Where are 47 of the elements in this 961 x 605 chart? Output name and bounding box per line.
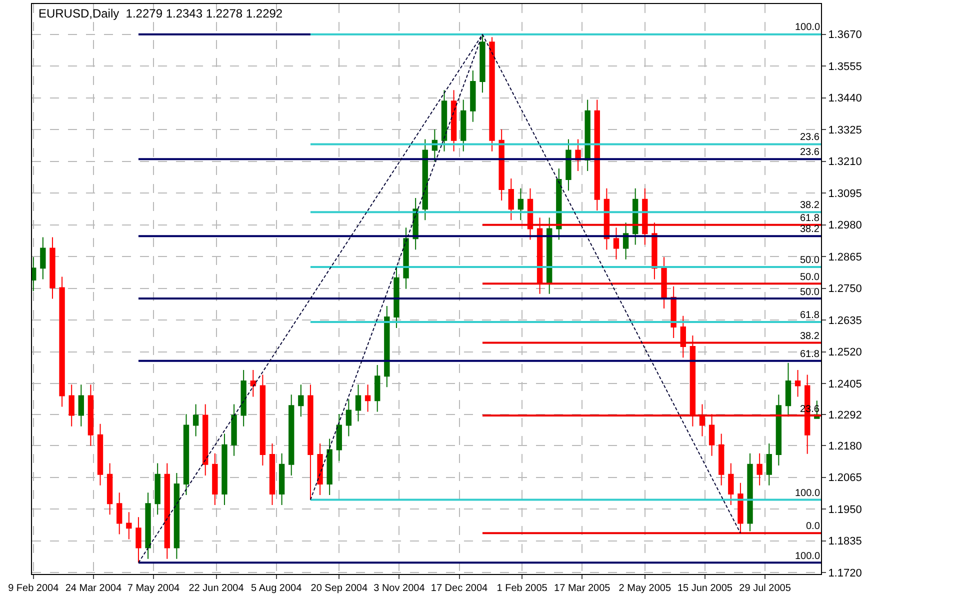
y-tick-label: 1.3325 (828, 124, 862, 136)
annotation: 100.0 (795, 551, 820, 562)
y-tick-label: 1.2750 (828, 283, 862, 296)
annotation: 100.0 (795, 22, 820, 33)
y-tick-label: 1.3555 (828, 60, 862, 73)
y-tick-label: 1.2635 (828, 314, 862, 327)
x-tick-label: 2 May 2005 (618, 583, 672, 594)
y-tick-label: 1.2292 (828, 410, 862, 422)
annotation: 50.0 (800, 287, 820, 298)
y-tick-label: 1.1835 (828, 536, 862, 548)
x-tick-label: 3 Nov 2004 (374, 583, 426, 594)
x-tick-label: 15 Jun 2005 (677, 583, 733, 594)
annotation: 38.2 (800, 331, 820, 342)
y-tick-label: 1.3210 (828, 156, 862, 168)
annotation: 50.0 (800, 272, 820, 283)
x-tick-label: 24 Mar 2004 (65, 583, 122, 594)
annotation: 100.0 (795, 488, 820, 499)
annotation: 61.8 (800, 310, 820, 321)
y-tick-label: 1.1720 (828, 567, 862, 580)
y-tick-label: 1.3670 (828, 29, 862, 42)
y-tick-label: 1.3440 (828, 92, 862, 105)
y-tick-label: 1.2865 (828, 251, 862, 264)
y-tick-label: 1.2180 (828, 440, 862, 452)
chart-title: EURUSD,Daily 1.2279 1.2343 1.2278 1.2292 (38, 6, 283, 20)
y-tick-label: 1.2065 (828, 472, 862, 484)
y-tick-label: 1.2405 (828, 378, 862, 390)
annotation: 38.2 (800, 200, 820, 211)
annotation: 23.6 (800, 132, 820, 143)
x-tick-label: 7 May 2004 (127, 583, 180, 594)
annotation: 61.8 (800, 213, 820, 224)
y-tick-label: 1.2520 (828, 346, 862, 359)
annotation: 38.2 (800, 224, 820, 235)
annotation: 23.6 (800, 147, 820, 158)
x-tick-label: 17 Dec 2004 (430, 583, 488, 594)
x-tick-label: 5 Aug 2004 (251, 583, 302, 594)
x-tick-label: 20 Sep 2004 (310, 583, 368, 594)
annotation: 0.0 (806, 521, 820, 532)
y-tick-label: 1.3095 (828, 188, 862, 200)
y-tick-label: 1.1950 (828, 504, 862, 516)
x-tick-label: 29 Jul 2005 (739, 583, 792, 594)
x-tick-label: 22 Jun 2004 (188, 583, 244, 594)
y-tick-label: 1.2980 (828, 220, 862, 232)
annotation: 50.0 (800, 255, 820, 266)
x-tick-label: 17 Mar 2005 (554, 583, 611, 594)
annotation: 61.8 (800, 349, 820, 360)
x-tick-label: 1 Feb 2005 (496, 583, 548, 594)
x-tick-label: 9 Feb 2004 (8, 583, 60, 594)
